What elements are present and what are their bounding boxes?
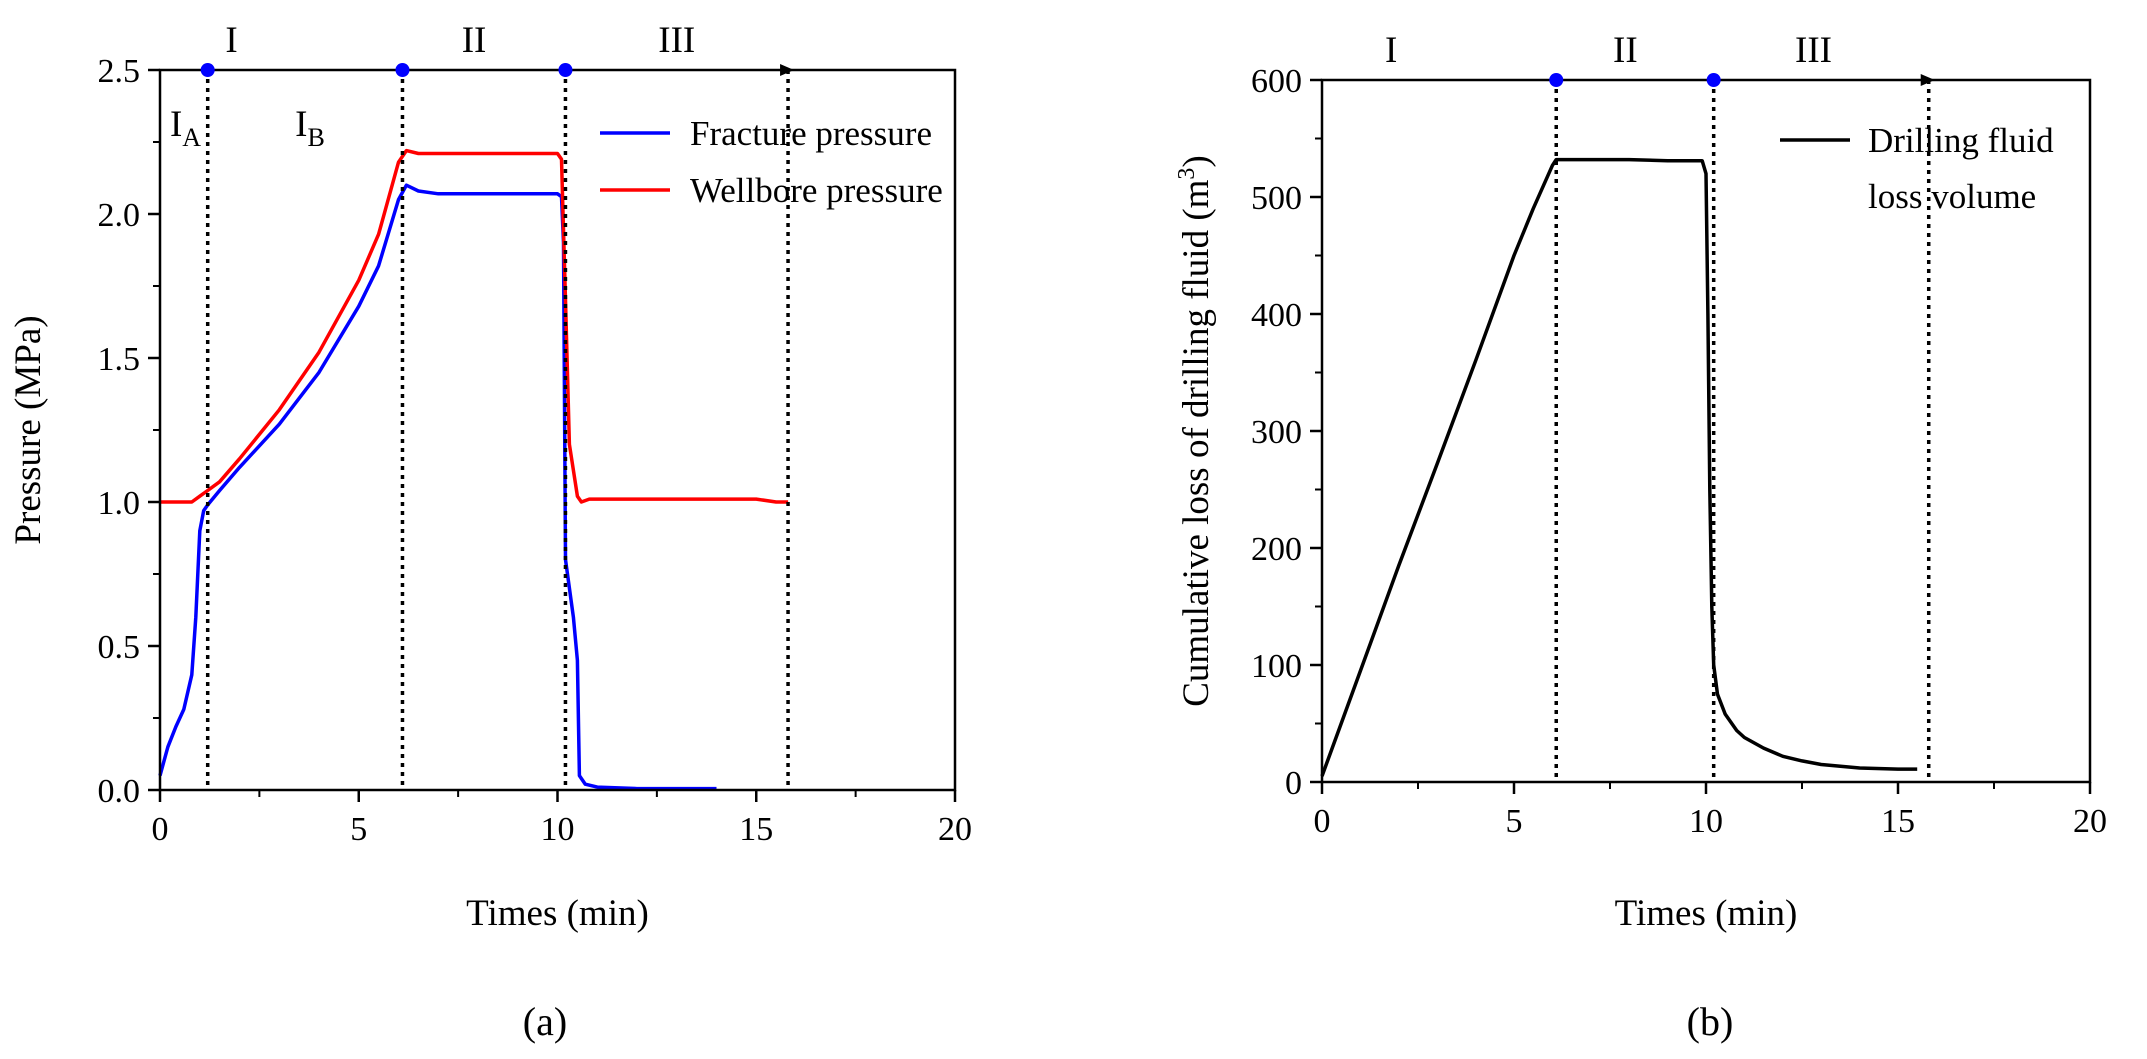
y-tick-label: 2.5 [98,53,141,90]
phase-label: II [462,20,487,61]
x-tick-label: 20 [2073,803,2107,840]
phase-label: III [658,20,695,61]
b-series-lines [1322,160,1917,777]
subphase-label-main: I [170,104,182,145]
y-tick-label: 100 [1251,648,1302,685]
phase-label: I [225,20,237,61]
x-tick-label: 15 [1881,803,1915,840]
x-tick-label: 20 [938,811,972,848]
b-y-axis-label-superscript: 3 [1174,168,1200,180]
a-phase-labels: I II III [225,20,695,61]
panel-label-b: (b) [1687,999,1734,1044]
a-y-axis-ticks: 0.0 0.5 1.0 1.5 2.0 2.5 [98,53,161,810]
panel-label-a: (a) [523,999,567,1044]
x-tick-label: 5 [350,811,367,848]
b-y-axis-ticks: 0 100 200 300 400 500 600 [1251,63,1322,802]
phase-marker-dot [558,63,572,77]
x-tick-label: 10 [541,811,575,848]
subphase-label: IA [170,104,201,152]
x-tick-label: 0 [152,811,169,848]
a-y-axis-label: Pressure (MPa) [8,315,49,544]
x-tick-label: 15 [739,811,773,848]
chart-panel-a: 0 5 10 15 20 0.00.51.01.52.02.5 I II III IA IB … [8,20,972,1044]
y-tick-label: 2.0 [98,197,141,234]
legend-label-fracture-pressure: Fracture pressure [690,114,932,153]
y-tick-label: 300 [1251,414,1302,451]
y-tick-label: 1.0 [98,485,141,522]
legend-label-line-2: loss volume [1868,177,2036,216]
y-tick-label: 200 [1251,531,1302,568]
y-tick-label: 0.5 [98,629,141,666]
b-y-axis-label-close: ) [1176,155,1217,167]
y-tick-label: 500 [1251,180,1302,217]
b-phase-arrow [1322,73,1933,87]
phase-marker-dot [1549,73,1563,87]
series-line-drilling-fluid-loss-volume [1322,160,1917,777]
a-legend: Fracture pressure Wellbore pressure [600,114,943,210]
subphase-label-subscript: B [307,123,324,152]
a-x-axis-ticks: 0 5 10 15 20 [152,790,973,848]
phase-marker-dot [1707,73,1721,87]
subphase-label-main: I [295,104,307,145]
b-y-axis-label-text: Cumulative loss of drilling fluid (m [1176,179,1217,706]
phase-label: I [1385,30,1397,71]
y-tick-label: 400 [1251,297,1302,334]
subphase-label-subscript: A [182,123,201,152]
x-tick-label: 0 [1314,803,1331,840]
legend-label-wellbore-pressure: Wellbore pressure [690,171,943,210]
subphase-label: IB [295,104,325,152]
b-legend: Drilling fluid loss volume [1780,121,2054,216]
b-x-axis-ticks: 0 5 10 15 20 [1314,782,2108,840]
a-series-lines [160,151,788,789]
x-tick-label: 10 [1689,803,1723,840]
a-subphase-labels: IA IB [170,104,325,152]
y-tick-label: 600 [1251,63,1302,100]
y-tick-label: 1.5 [98,341,141,378]
series-line-fracture-pressure [160,185,717,788]
b-y-axis-label: Cumulative loss of drilling fluid (m3) [1174,155,1217,707]
phase-label: II [1613,30,1638,71]
legend-label-line-1: Drilling fluid [1868,121,2054,160]
phase-marker-dot [395,63,409,77]
b-x-axis-label: Times (min) [1615,893,1798,934]
a-phase-arrow [160,63,792,77]
y-tick-label: 0.0 [98,773,141,810]
a-x-axis-label: Times (min) [466,893,649,934]
x-tick-label: 5 [1506,803,1523,840]
phase-label: III [1795,30,1832,71]
y-tick-label: 0 [1285,765,1302,802]
phase-marker-dot [201,63,215,77]
b-phase-labels: I II III [1385,30,1832,71]
